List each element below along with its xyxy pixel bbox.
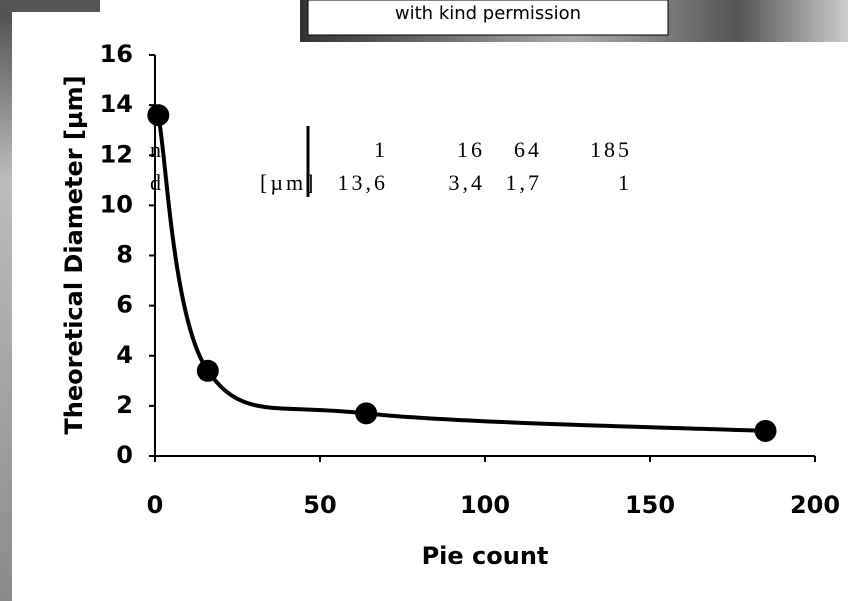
credit: with kind permission (395, 3, 581, 24)
table-cell: 64 (514, 137, 542, 162)
x-tick-label: 150 (625, 491, 675, 519)
y-tick-label: 8 (116, 241, 133, 269)
table-cell: [µm] (260, 170, 316, 195)
table-cell: d (150, 170, 164, 195)
y-tick-label: 4 (116, 341, 133, 369)
table-cell: 1 (618, 170, 632, 195)
data-point (147, 104, 170, 127)
y-tick-label: 6 (116, 291, 133, 319)
table-cell: 13,6 (338, 170, 389, 195)
table-cell: 185 (590, 137, 632, 162)
x-tick-label: 0 (147, 491, 164, 519)
y-tick-label: 12 (100, 140, 133, 168)
table-cell: n (150, 137, 164, 162)
x-axis-label: Pie count (422, 542, 549, 570)
y-axis-label: Theoretical Diameter [µm] (60, 75, 88, 434)
data-point (196, 359, 219, 382)
table-cell: 16 (457, 137, 485, 162)
photo-strip-left (0, 0, 12, 601)
y-tick-label: 16 (100, 40, 133, 68)
x-tick-label: 200 (790, 491, 840, 519)
y-tick-label: 10 (100, 190, 133, 218)
y-tick-label: 14 (100, 90, 133, 118)
y-tick-label: 2 (116, 391, 133, 419)
table-cell: 1,7 (506, 170, 543, 195)
data-line (156, 114, 766, 433)
data-point (355, 402, 378, 425)
table-cell: 1 (374, 137, 388, 162)
photo-strip-top-left (0, 0, 100, 12)
data-point (754, 419, 777, 442)
credit-box (307, 0, 669, 36)
table-cell: 3,4 (449, 170, 486, 195)
y-tick-label: 0 (116, 441, 133, 469)
x-tick-label: 100 (460, 491, 510, 519)
x-tick-label: 50 (303, 491, 336, 519)
